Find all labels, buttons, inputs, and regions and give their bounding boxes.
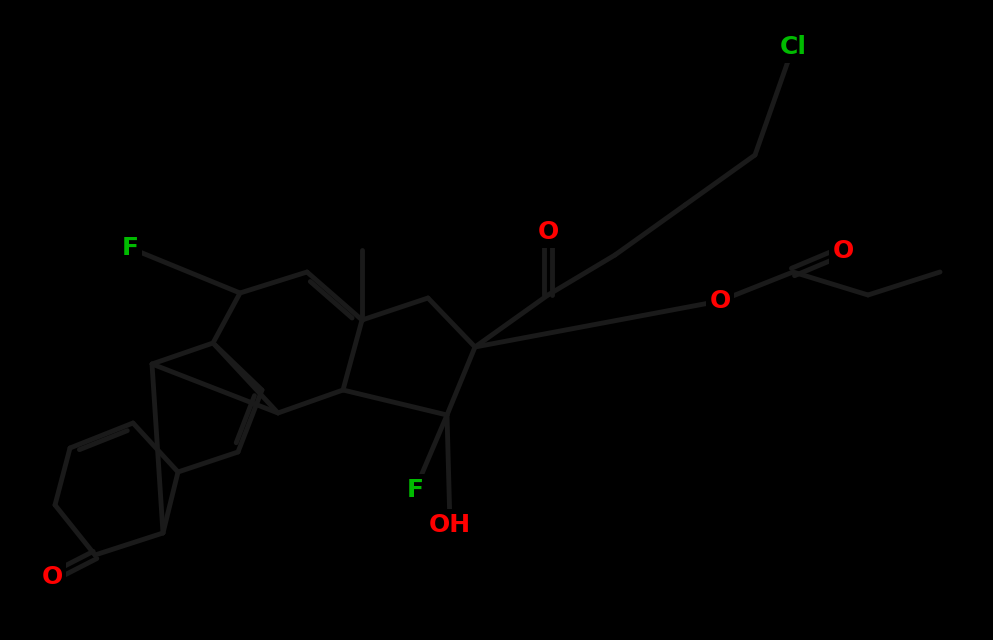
Text: F: F (406, 478, 423, 502)
Text: O: O (42, 565, 63, 589)
Text: O: O (832, 239, 854, 263)
Text: OH: OH (429, 513, 471, 537)
Text: O: O (709, 289, 731, 313)
Text: Cl: Cl (780, 35, 806, 59)
Text: O: O (537, 220, 559, 244)
Text: F: F (121, 236, 138, 260)
